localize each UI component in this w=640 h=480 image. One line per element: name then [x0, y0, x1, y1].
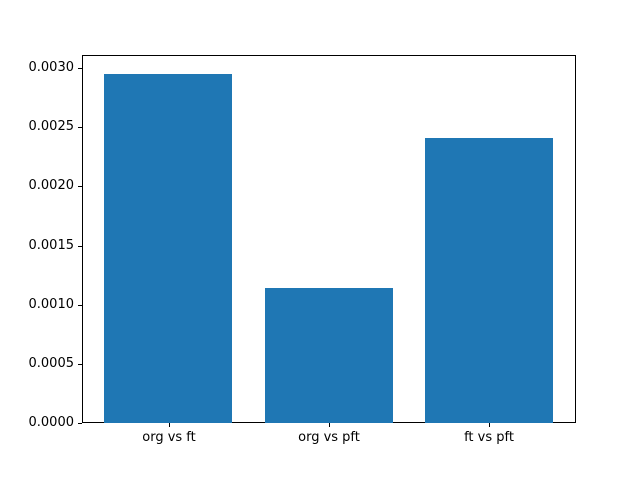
y-tick-label: 0.0025 — [28, 119, 75, 134]
y-tick-mark — [78, 246, 82, 247]
y-tick-mark — [78, 68, 82, 69]
x-tick-mark — [169, 423, 170, 427]
y-tick-mark — [78, 305, 82, 306]
y-tick-label: 0.0000 — [28, 415, 75, 430]
y-tick-label: 0.0005 — [28, 356, 75, 371]
x-tick-label: org vs ft — [142, 430, 196, 445]
y-tick-label: 0.0030 — [28, 60, 75, 75]
x-tick-label: org vs pft — [298, 430, 360, 445]
bar — [104, 74, 232, 423]
x-tick-mark — [329, 423, 330, 427]
y-tick-mark — [78, 423, 82, 424]
y-tick-mark — [78, 364, 82, 365]
y-tick-mark — [78, 127, 82, 128]
x-tick-label: ft vs pft — [464, 430, 514, 445]
x-tick-mark — [489, 423, 490, 427]
y-tick-label: 0.0015 — [28, 238, 75, 253]
y-tick-mark — [78, 186, 82, 187]
y-tick-label: 0.0020 — [28, 178, 75, 193]
bar — [425, 138, 553, 423]
y-tick-label: 0.0010 — [28, 297, 75, 312]
bar — [265, 288, 393, 423]
